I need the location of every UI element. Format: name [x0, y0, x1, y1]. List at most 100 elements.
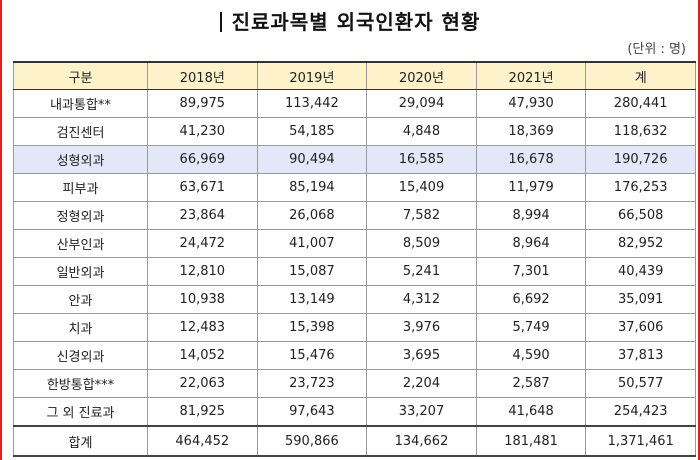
- table-cell: 22,063: [147, 369, 258, 398]
- table-cell: 113,442: [256, 89, 368, 118]
- table-row: 치과 12,483 15,398 3,976 5,749 37,606: [13, 313, 696, 342]
- header-cell: 구분: [13, 61, 148, 90]
- table-cell: 13,149: [256, 285, 368, 314]
- table-cell: 12,483: [147, 313, 258, 342]
- table-cell: 15,087: [256, 257, 368, 286]
- total-cell: 181,481: [475, 425, 587, 457]
- table-cell: 37,813: [585, 341, 696, 370]
- table-header-row: 구분 2018년 2019년 2020년 2021년 계: [13, 61, 696, 90]
- table-cell: 66,969: [147, 145, 258, 174]
- table-cell: 254,423: [585, 397, 696, 427]
- header-cell: 2021년: [475, 61, 587, 90]
- table-row: 신경외과 14,052 15,476 3,695 4,590 37,813: [13, 341, 696, 370]
- table-cell: 23,864: [147, 201, 258, 230]
- table-cell: 90,494: [256, 145, 368, 174]
- window-border-left: [0, 0, 2, 460]
- row-label-cell: 치과: [13, 313, 148, 342]
- table-cell: 15,398: [256, 313, 368, 342]
- table-cell: 24,472: [147, 229, 258, 258]
- header-cell: 2019년: [256, 61, 368, 90]
- table-cell: 2,204: [366, 369, 477, 398]
- table-cell: 8,964: [475, 229, 587, 258]
- table-cell: 5,749: [475, 313, 587, 342]
- table-cell: 33,207: [366, 397, 477, 427]
- table-cell: 40,439: [585, 257, 696, 286]
- table-cell: 97,643: [256, 397, 368, 427]
- table-cell: 89,975: [147, 89, 258, 118]
- table-cell: 7,582: [366, 201, 477, 230]
- table-cell: 47,930: [475, 89, 587, 118]
- table-cell: 11,979: [475, 173, 587, 202]
- table-cell: 12,810: [147, 257, 258, 286]
- row-label-cell: 일반외과: [13, 257, 148, 286]
- table-cell: 190,726: [585, 145, 696, 174]
- table-cell: 63,671: [147, 173, 258, 202]
- total-label: 합계: [13, 425, 148, 457]
- table-cell: 4,590: [475, 341, 587, 370]
- header-cell: 계: [585, 61, 696, 90]
- table-cell: 29,094: [366, 89, 477, 118]
- table-cell: 23,723: [256, 369, 368, 398]
- table-row: 정형외과 23,864 26,068 7,582 8,994 66,508: [13, 201, 696, 230]
- total-cell: 590,866: [256, 425, 368, 457]
- table-row: 산부인과 24,472 41,007 8,509 8,964 82,952: [13, 229, 696, 258]
- page-title-text: 진료과목별 외국인환자 현황: [231, 10, 481, 34]
- window-border-right: [698, 0, 700, 460]
- table-cell: 18,369: [475, 117, 587, 146]
- table-cell: 10,938: [147, 285, 258, 314]
- table-cell: 50,577: [585, 369, 696, 398]
- page-title: 진료과목별 외국인환자 현황: [0, 6, 700, 35]
- row-label-cell: 내과통합**: [13, 89, 148, 118]
- table-cell: 41,007: [256, 229, 368, 258]
- row-label-cell: 성형외과: [13, 145, 148, 174]
- row-label-cell: 산부인과: [13, 229, 148, 258]
- table-row: 내과통합** 89,975 113,442 29,094 47,930 280,441: [13, 89, 696, 118]
- table-cell: 37,606: [585, 313, 696, 342]
- row-label-cell: 피부과: [13, 173, 148, 202]
- total-cell: 1,371,461: [585, 425, 696, 457]
- table-row: 검진센터 41,230 54,185 4,848 18,369 118,632: [13, 117, 696, 146]
- header-cell: 2020년: [366, 61, 477, 90]
- table-cell: 81,925: [147, 397, 258, 427]
- table-cell: 16,678: [475, 145, 587, 174]
- table-row: 성형외과 66,969 90,494 16,585 16,678 190,726: [13, 145, 696, 174]
- table-cell: 5,241: [366, 257, 477, 286]
- table-cell: 6,692: [475, 285, 587, 314]
- table-row: 피부과 63,671 85,194 15,409 11,979 176,253: [13, 173, 696, 202]
- row-label-cell: 정형외과: [13, 201, 148, 230]
- table-row: 한방통합*** 22,063 23,723 2,204 2,587 50,577: [13, 369, 696, 398]
- table-row: 안과 10,938 13,149 4,312 6,692 35,091: [13, 285, 696, 314]
- table-cell: 16,585: [366, 145, 477, 174]
- total-cell: 134,662: [366, 425, 477, 457]
- table-cell: 8,509: [366, 229, 477, 258]
- table-cell: 35,091: [585, 285, 696, 314]
- unit-label: (단위 : 명): [627, 42, 686, 57]
- table-cell: 280,441: [585, 89, 696, 118]
- table-cell: 4,848: [366, 117, 477, 146]
- title-bar-mark: [219, 12, 222, 32]
- table-cell: 176,253: [585, 173, 696, 202]
- table-cell: 85,194: [256, 173, 368, 202]
- table-cell: 2,587: [475, 369, 587, 398]
- table-cell: 7,301: [475, 257, 587, 286]
- row-label-cell: 한방통합***: [13, 369, 148, 398]
- table-cell: 15,409: [366, 173, 477, 202]
- table-cell: 66,508: [585, 201, 696, 230]
- table-cell: 3,695: [366, 341, 477, 370]
- row-label-cell: 검진센터: [13, 117, 148, 146]
- row-label-cell: 안과: [13, 285, 148, 314]
- table-cell: 4,312: [366, 285, 477, 314]
- table-cell: 3,976: [366, 313, 477, 342]
- header-cell: 2018년: [147, 61, 258, 90]
- table-cell: 41,648: [475, 397, 587, 427]
- table-cell: 118,632: [585, 117, 696, 146]
- table-cell: 15,476: [256, 341, 368, 370]
- table-row: 일반외과 12,810 15,087 5,241 7,301 40,439: [13, 257, 696, 286]
- statistics-table: 구분 2018년 2019년 2020년 2021년 계 내과통합** 89,97…: [13, 61, 696, 457]
- table-cell: 14,052: [147, 341, 258, 370]
- table-cell: 82,952: [585, 229, 696, 258]
- row-label-cell: 그 외 진료과: [13, 397, 148, 427]
- table-cell: 54,185: [256, 117, 368, 146]
- table-row: 그 외 진료과 81,925 97,643 33,207 41,648 254,423: [13, 397, 696, 427]
- table-cell: 8,994: [475, 201, 587, 230]
